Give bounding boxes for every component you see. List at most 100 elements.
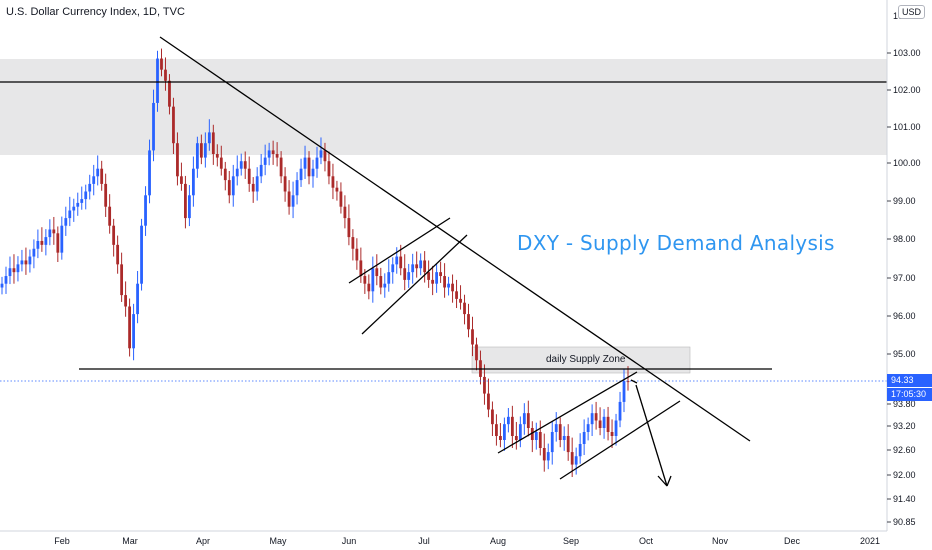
candle-body [219, 157, 223, 169]
candle-body [315, 157, 319, 169]
june-channel-upper [348, 217, 451, 284]
candle-body [100, 168, 104, 184]
time-tick-label: Feb [54, 536, 70, 546]
candle-body [199, 143, 203, 158]
candle-body [351, 237, 355, 249]
price-axis-panel [887, 0, 932, 531]
descending-trendline [159, 36, 751, 442]
candle-body [327, 161, 331, 177]
candle-body [184, 183, 187, 219]
candle-body [195, 143, 199, 169]
candle-body [156, 58, 159, 103]
candle-body [447, 283, 450, 288]
candle-body [618, 401, 622, 421]
price-tick-label: 93.80 [893, 399, 916, 409]
candle-body [12, 268, 16, 273]
candle-body [363, 276, 367, 284]
candle-body [124, 295, 128, 307]
currency-badge[interactable]: USD [898, 5, 926, 19]
candle-body [16, 264, 20, 273]
candle-body [383, 283, 387, 288]
candle-body [24, 260, 28, 265]
candle-body [0, 283, 4, 288]
candle-body [176, 143, 179, 177]
price-tick-label: 90.85 [893, 517, 916, 527]
candle-body [191, 168, 195, 196]
time-tick-label: 2021 [860, 536, 880, 546]
candle-body [56, 233, 60, 253]
candle-body [32, 248, 36, 257]
candle-body [582, 432, 586, 444]
candle-body [36, 240, 40, 249]
time-tick-label: Nov [712, 536, 729, 546]
candle-body [578, 444, 582, 457]
price-tick-label: 96.00 [893, 311, 916, 321]
candle-body [423, 260, 427, 273]
price-tick-label: 93.20 [893, 421, 916, 431]
candle-body [104, 183, 108, 207]
time-tick-label: Oct [639, 536, 654, 546]
candle-body [335, 187, 339, 192]
candle-body [518, 424, 522, 440]
candle-body [275, 154, 279, 158]
candle-body [534, 432, 538, 440]
candle-body [207, 132, 211, 144]
candle-body [331, 176, 335, 188]
candle-body [239, 161, 243, 169]
candle-body [144, 195, 147, 226]
price-tick-label: 97.00 [893, 273, 916, 283]
candle-body [259, 164, 263, 177]
candle-body [483, 376, 486, 394]
june-channel-lower [361, 234, 468, 335]
candle-body [586, 424, 590, 432]
time-tick-label: Sep [563, 536, 579, 546]
candle-body [499, 436, 502, 440]
candle-body [263, 157, 267, 165]
projection-arrow-head-left [657, 475, 668, 487]
candle-body [48, 229, 52, 238]
candle-body [343, 206, 347, 219]
candle-body [60, 225, 64, 253]
candle-body [602, 416, 606, 428]
candle-body [451, 283, 454, 292]
candle-body [64, 218, 68, 226]
candle-body [415, 264, 419, 269]
candle-body [116, 244, 120, 265]
candle-body [112, 225, 116, 245]
candle-body [622, 381, 626, 402]
candle-body [4, 276, 8, 284]
candle-body [211, 132, 215, 154]
candle-body [291, 195, 295, 207]
time-tick-label: Aug [490, 536, 506, 546]
candle-body [319, 150, 323, 158]
candle-body [40, 240, 44, 245]
price-tick-label: 92.60 [893, 445, 916, 455]
candle-body [227, 180, 231, 196]
candle-body [299, 168, 303, 181]
candle-body [495, 424, 498, 436]
candle-body [231, 176, 235, 196]
candle-body [88, 183, 92, 192]
candle-body [152, 102, 155, 151]
candle-body [303, 157, 307, 169]
candle-body [538, 432, 542, 448]
candle-body [68, 210, 72, 219]
candle-body [427, 272, 431, 280]
symbol-title: U.S. Dollar Currency Index, 1D, TVC [6, 6, 185, 18]
candle-body [614, 420, 618, 436]
candle-body [307, 157, 311, 177]
candle-body [522, 413, 526, 425]
candle-body [92, 176, 96, 184]
candle-body [355, 248, 359, 261]
candle-body [403, 268, 407, 280]
price-tick-label: 100.00 [893, 158, 921, 168]
candle-body [223, 168, 227, 181]
candle-body [251, 183, 255, 192]
candle-body [558, 424, 562, 440]
candle-body [20, 260, 24, 265]
time-tick-label: Jul [418, 536, 430, 546]
candle-body [52, 229, 56, 234]
